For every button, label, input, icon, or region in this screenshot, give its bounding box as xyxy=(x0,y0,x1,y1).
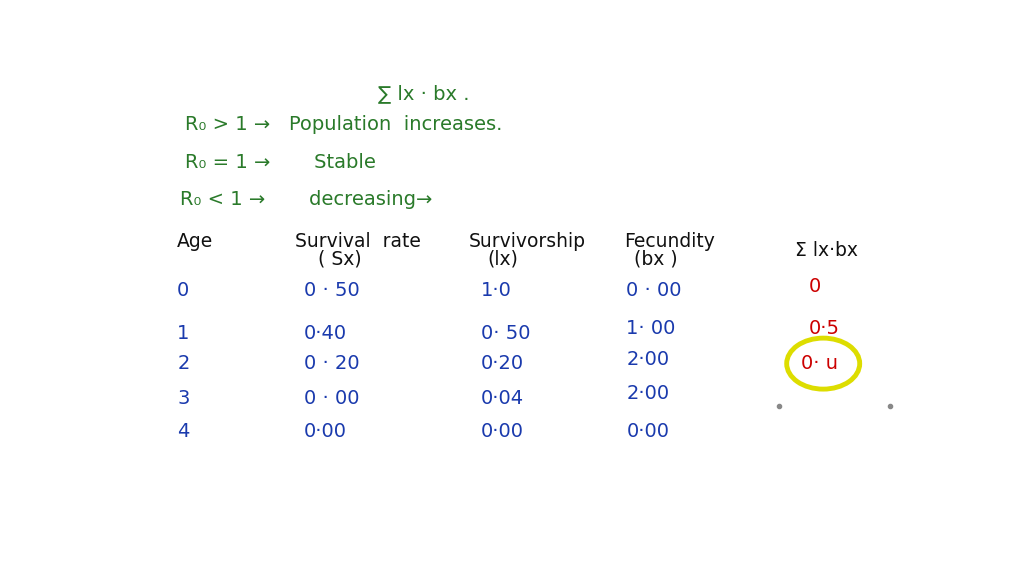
Text: 0·00: 0·00 xyxy=(627,422,670,441)
Text: 0 · 00: 0 · 00 xyxy=(304,389,359,408)
Text: 3: 3 xyxy=(177,389,189,408)
Text: 0· 50: 0· 50 xyxy=(481,324,530,343)
Text: 0 · 20: 0 · 20 xyxy=(304,354,359,373)
Text: 0·5: 0·5 xyxy=(809,319,840,338)
Text: 1: 1 xyxy=(177,324,189,343)
Text: Age: Age xyxy=(177,232,213,251)
Text: 4: 4 xyxy=(177,422,189,441)
Text: 0· u: 0· u xyxy=(801,354,838,373)
Text: R₀ = 1 →       Stable: R₀ = 1 → Stable xyxy=(185,153,376,172)
Text: 0·20: 0·20 xyxy=(481,354,524,373)
Text: 0: 0 xyxy=(177,282,189,300)
Text: 1· 00: 1· 00 xyxy=(627,319,676,338)
Text: 0: 0 xyxy=(809,277,821,296)
Text: (bx ): (bx ) xyxy=(634,249,678,268)
Text: 0 · 50: 0 · 50 xyxy=(304,282,359,300)
Text: 0·04: 0·04 xyxy=(481,389,524,408)
Text: Fecundity: Fecundity xyxy=(624,232,715,251)
Text: 0·40: 0·40 xyxy=(304,324,347,343)
Text: 2·00: 2·00 xyxy=(627,350,670,369)
Text: 0·00: 0·00 xyxy=(481,422,524,441)
Text: 2: 2 xyxy=(177,354,189,373)
Text: 1·0: 1·0 xyxy=(481,282,512,300)
Text: Survival  rate: Survival rate xyxy=(295,232,421,251)
Text: Σ lx·bx: Σ lx·bx xyxy=(795,241,858,260)
Text: 0 · 00: 0 · 00 xyxy=(627,282,682,300)
Text: 2·00: 2·00 xyxy=(627,384,670,403)
Text: Survivorship: Survivorship xyxy=(469,232,587,251)
Text: R₀ > 1 →   Population  increases.: R₀ > 1 → Population increases. xyxy=(185,115,503,134)
Text: ∑ lx · bx .: ∑ lx · bx . xyxy=(378,85,469,104)
Text: ( Sx): ( Sx) xyxy=(318,249,362,268)
Text: 0·00: 0·00 xyxy=(304,422,347,441)
Text: (lx): (lx) xyxy=(487,249,518,268)
Text: R₀ < 1 →       decreasing→: R₀ < 1 → decreasing→ xyxy=(179,191,432,210)
